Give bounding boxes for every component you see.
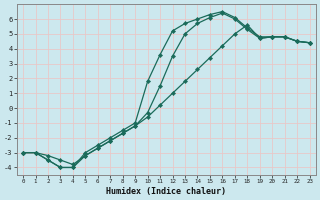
X-axis label: Humidex (Indice chaleur): Humidex (Indice chaleur) — [106, 187, 226, 196]
